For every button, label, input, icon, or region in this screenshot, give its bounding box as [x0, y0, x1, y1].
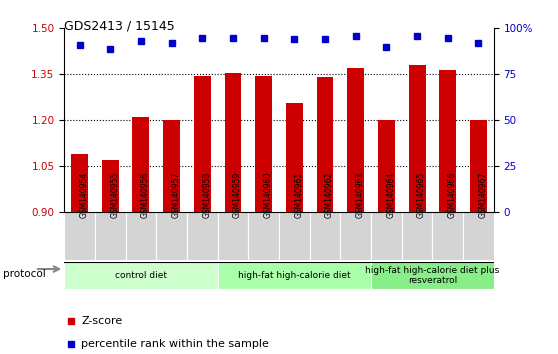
Text: GSM140958: GSM140958 — [202, 172, 211, 218]
Text: GSM140959: GSM140959 — [233, 172, 242, 218]
Text: protocol: protocol — [3, 269, 46, 279]
Text: high-fat high-calorie diet: high-fat high-calorie diet — [238, 271, 350, 280]
Bar — [218, 212, 248, 260]
Bar — [371, 262, 494, 289]
Text: control diet: control diet — [115, 271, 167, 280]
Text: percentile rank within the sample: percentile rank within the sample — [81, 339, 269, 349]
Bar — [218, 262, 371, 289]
Text: GSM140961: GSM140961 — [295, 172, 304, 218]
Text: GSM140964: GSM140964 — [386, 172, 396, 218]
Bar — [64, 262, 218, 289]
Bar — [316, 78, 334, 212]
Bar — [224, 73, 242, 212]
Text: GSM140955: GSM140955 — [110, 172, 119, 218]
Bar — [132, 117, 150, 212]
Text: GSM140954: GSM140954 — [79, 172, 89, 218]
Text: GSM140967: GSM140967 — [478, 172, 488, 218]
Text: Z-score: Z-score — [81, 316, 123, 326]
Bar — [71, 154, 88, 212]
Text: GSM140965: GSM140965 — [417, 172, 426, 218]
Bar — [439, 70, 456, 212]
Text: GSM140966: GSM140966 — [448, 172, 457, 218]
Bar — [126, 212, 156, 260]
Bar — [102, 160, 119, 212]
Bar — [378, 120, 395, 212]
Bar — [470, 120, 487, 212]
Bar — [432, 212, 463, 260]
Bar — [402, 212, 432, 260]
Bar — [163, 120, 180, 212]
Bar — [156, 212, 187, 260]
Text: GSM140963: GSM140963 — [356, 172, 365, 218]
Bar — [64, 212, 95, 260]
Bar — [347, 68, 364, 212]
Bar — [255, 76, 272, 212]
Bar — [371, 212, 402, 260]
Bar — [463, 212, 494, 260]
Text: GDS2413 / 15145: GDS2413 / 15145 — [64, 19, 175, 33]
Bar — [187, 212, 218, 260]
Text: high-fat high-calorie diet plus
resveratrol: high-fat high-calorie diet plus resverat… — [365, 266, 499, 285]
Text: GSM140956: GSM140956 — [141, 172, 150, 218]
Bar — [310, 212, 340, 260]
Bar — [340, 212, 371, 260]
Text: GSM140962: GSM140962 — [325, 172, 334, 218]
Text: GSM140957: GSM140957 — [171, 172, 181, 218]
Text: GSM140960: GSM140960 — [263, 172, 273, 218]
Bar — [286, 103, 303, 212]
Bar — [279, 212, 310, 260]
Bar — [95, 212, 126, 260]
Bar — [248, 212, 279, 260]
Bar — [408, 65, 426, 212]
Bar — [194, 76, 211, 212]
